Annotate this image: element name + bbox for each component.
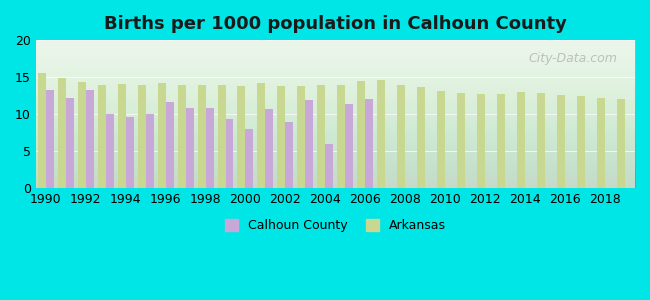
Bar <box>246 129 254 188</box>
Bar <box>377 80 385 188</box>
Bar <box>46 90 54 188</box>
Bar <box>166 102 174 188</box>
Bar <box>226 119 233 188</box>
Bar <box>237 86 246 188</box>
Bar <box>437 91 445 188</box>
Bar <box>306 100 313 188</box>
Bar <box>177 85 185 188</box>
Text: City-Data.com: City-Data.com <box>528 52 617 65</box>
Bar <box>517 92 525 188</box>
Bar <box>617 99 625 188</box>
Bar <box>285 122 293 188</box>
Bar <box>98 85 106 188</box>
Bar <box>78 82 86 188</box>
Bar <box>597 98 605 188</box>
Legend: Calhoun County, Arkansas: Calhoun County, Arkansas <box>219 213 452 239</box>
Title: Births per 1000 population in Calhoun County: Births per 1000 population in Calhoun Co… <box>104 15 567 33</box>
Bar <box>106 114 114 188</box>
Bar <box>337 85 345 188</box>
Bar <box>298 86 305 188</box>
Bar <box>537 93 545 188</box>
Bar <box>118 84 125 188</box>
Bar <box>157 83 166 188</box>
Bar <box>557 95 565 188</box>
Bar <box>38 74 46 188</box>
Bar <box>218 85 226 188</box>
Bar <box>358 81 365 188</box>
Bar <box>317 85 326 188</box>
Bar <box>417 87 425 188</box>
Bar <box>198 85 205 188</box>
Bar <box>457 93 465 188</box>
Bar <box>497 94 505 188</box>
Bar <box>365 100 373 188</box>
Bar <box>477 94 485 188</box>
Bar <box>138 85 146 188</box>
Bar <box>125 116 134 188</box>
Bar <box>326 144 333 188</box>
Bar <box>58 78 66 188</box>
Bar <box>345 104 354 188</box>
Bar <box>278 86 285 188</box>
Bar <box>205 108 213 188</box>
Bar <box>146 113 153 188</box>
Bar <box>577 97 585 188</box>
Bar <box>86 90 94 188</box>
Bar <box>257 83 265 188</box>
Bar <box>265 109 274 188</box>
Bar <box>397 85 406 188</box>
Bar <box>185 108 194 188</box>
Bar <box>66 98 73 188</box>
